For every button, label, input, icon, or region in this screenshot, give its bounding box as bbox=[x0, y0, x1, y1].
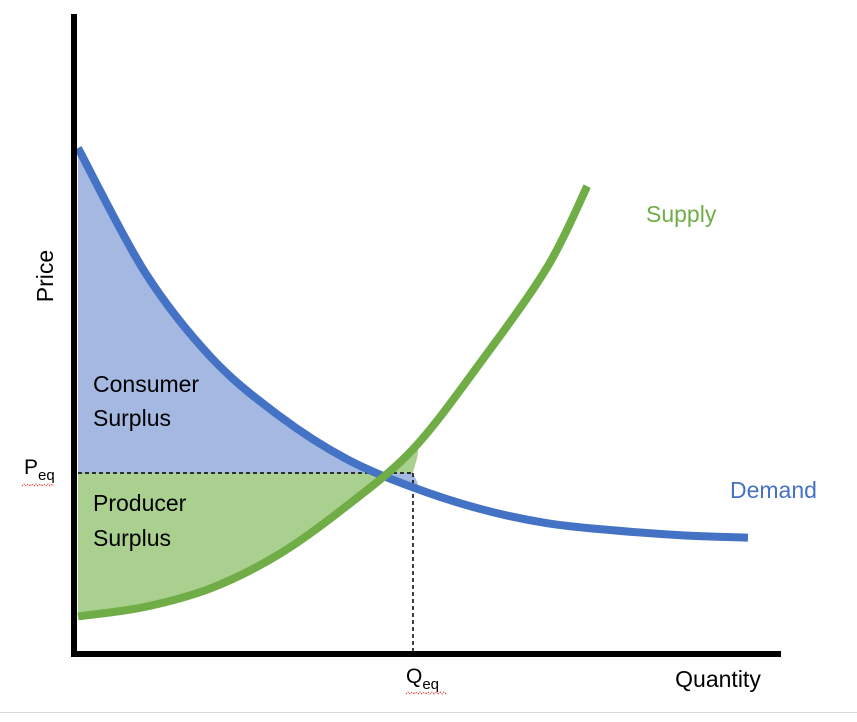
svg-text:Qeq: Qeq bbox=[406, 665, 439, 693]
quantity-eq-subscript: eq bbox=[422, 676, 439, 693]
equilibrium-quantity-label: Qeq bbox=[405, 665, 447, 695]
supply-label: Supply bbox=[646, 201, 717, 227]
quantity-eq-letter: Q bbox=[406, 665, 422, 688]
producer-surplus-label-line2: Surplus bbox=[93, 525, 171, 551]
price-eq-letter: P bbox=[24, 456, 38, 479]
x-axis-label: Quantity bbox=[675, 666, 761, 692]
supply-curve bbox=[77, 184, 591, 621]
consumer-surplus-label-line2: Surplus bbox=[93, 405, 171, 431]
y-axis-label: Price bbox=[32, 250, 58, 302]
consumer-surplus-label-line1: Consumer bbox=[93, 371, 199, 397]
producer-surplus-label-line1: Producer bbox=[93, 490, 187, 516]
consumer-surplus-area bbox=[78, 148, 418, 488]
bottom-divider bbox=[0, 712, 857, 713]
demand-label: Demand bbox=[730, 477, 817, 503]
svg-text:Peq: Peq bbox=[24, 456, 55, 484]
price-eq-subscript: eq bbox=[38, 467, 55, 484]
spellcheck-underline bbox=[21, 483, 55, 487]
producer-surplus-area bbox=[78, 448, 418, 617]
demand-curve bbox=[74, 146, 749, 542]
equilibrium-price-label: Peq bbox=[21, 456, 55, 487]
